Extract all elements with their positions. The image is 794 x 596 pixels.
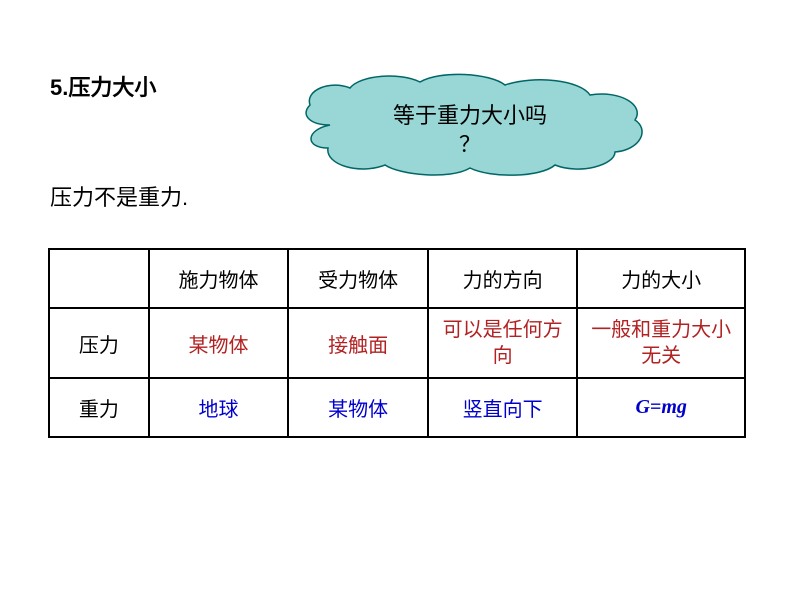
cloud-line1: 等于重力大小吗 <box>393 103 547 128</box>
table-header-row: 施力物体 受力物体 力的方向 力的大小 <box>49 249 745 308</box>
header-direction: 力的方向 <box>428 249 578 308</box>
cell-gravity-applier: 地球 <box>149 378 289 437</box>
header-receiver: 受力物体 <box>288 249 428 308</box>
table-row: 压力 某物体 接触面 可以是任何方向 一般和重力大小无关 <box>49 308 745 378</box>
cell-pressure-applier: 某物体 <box>149 308 289 378</box>
cell-gravity-magnitude: G=mg <box>577 378 745 437</box>
table-row: 重力 地球 某物体 竖直向下 G=mg <box>49 378 745 437</box>
section-title: 5.压力大小 <box>50 70 156 102</box>
cell-gravity-receiver: 某物体 <box>288 378 428 437</box>
cell-pressure-magnitude: 一般和重力大小无关 <box>577 308 745 378</box>
cloud-text: 等于重力大小吗 ？ <box>280 102 660 159</box>
cell-pressure-receiver: 接触面 <box>288 308 428 378</box>
cell-gravity-direction: 竖直向下 <box>428 378 578 437</box>
subtitle-text: 压力不是重力. <box>50 180 188 212</box>
comparison-table: 施力物体 受力物体 力的方向 力的大小 压力 某物体 接触面 可以是任何方向 一… <box>48 248 746 438</box>
header-empty <box>49 249 149 308</box>
row-label-gravity: 重力 <box>49 378 149 437</box>
row-label-pressure: 压力 <box>49 308 149 378</box>
header-applier: 施力物体 <box>149 249 289 308</box>
cloud-callout: 等于重力大小吗 ？ <box>280 70 660 180</box>
cloud-line2: ？ <box>459 132 481 157</box>
cell-pressure-direction: 可以是任何方向 <box>428 308 578 378</box>
header-magnitude: 力的大小 <box>577 249 745 308</box>
